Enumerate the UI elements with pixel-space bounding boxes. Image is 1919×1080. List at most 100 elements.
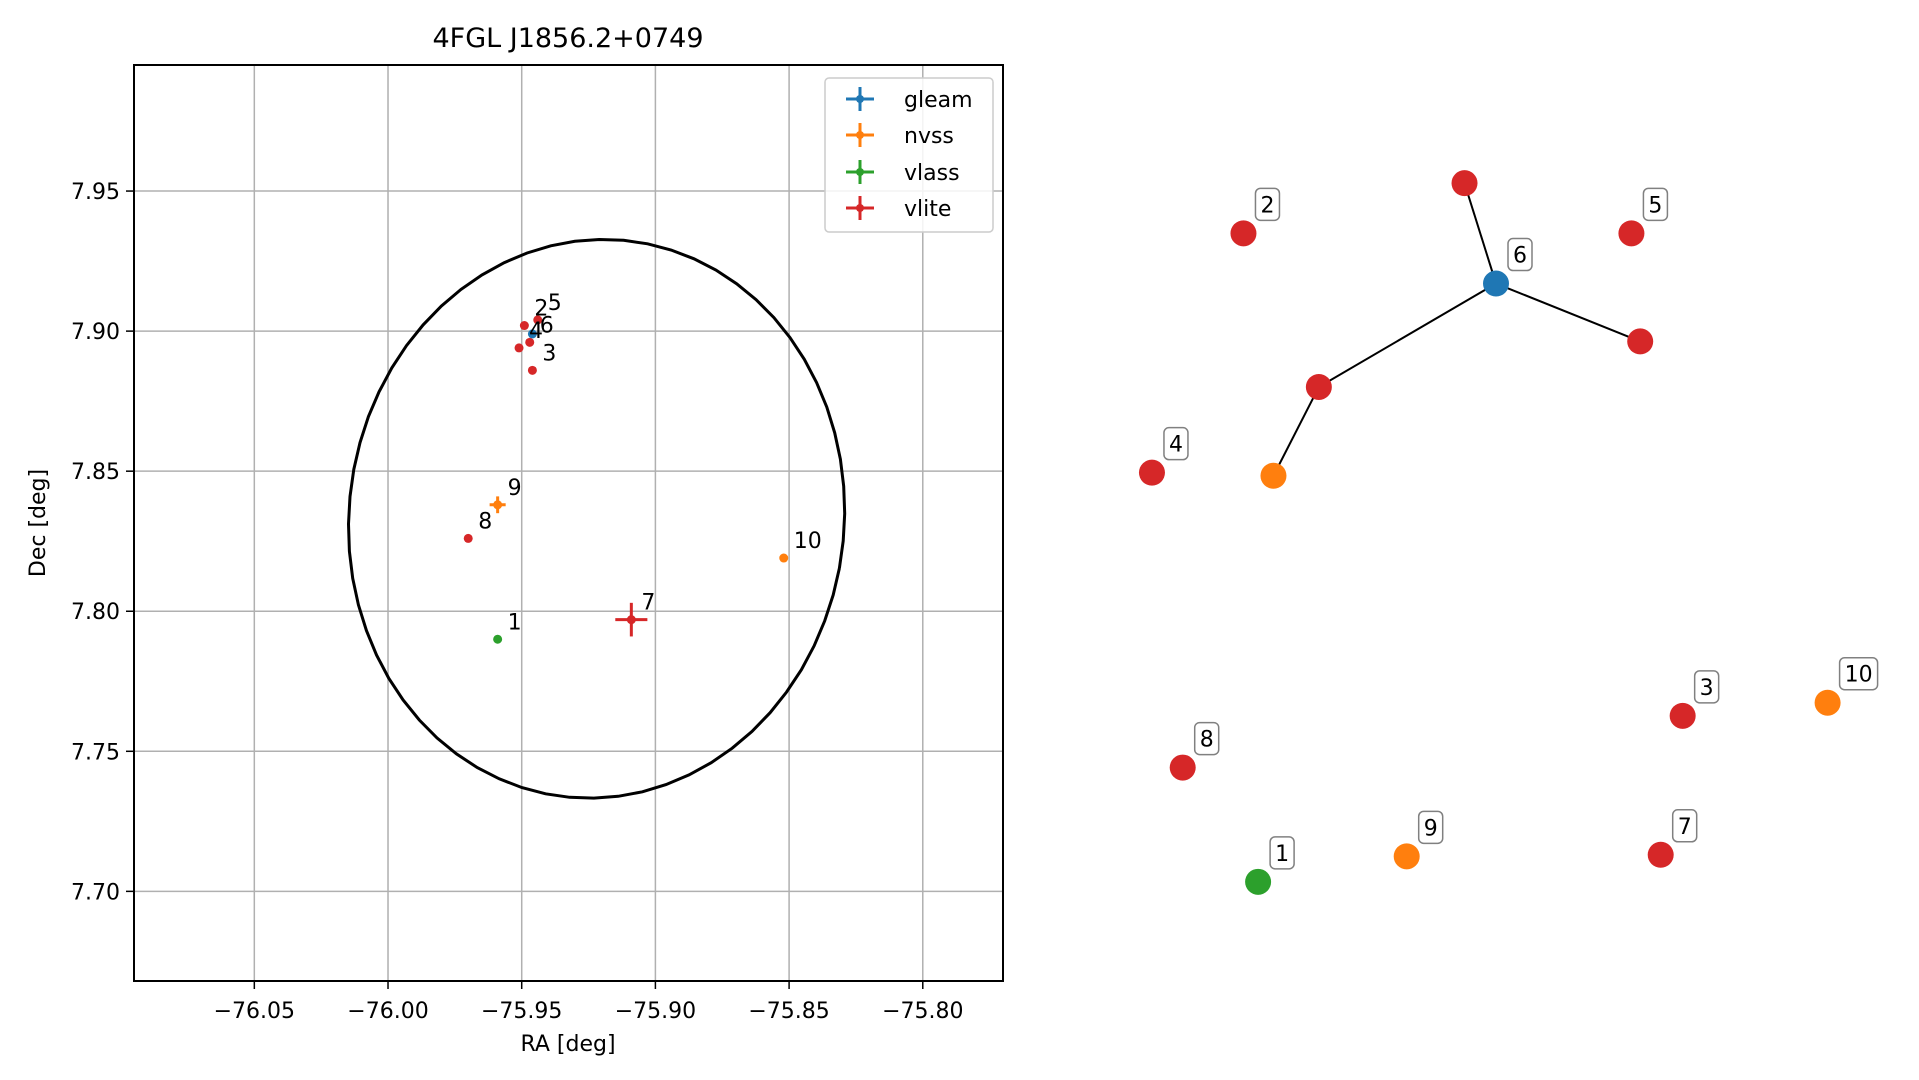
network-node-b <box>1627 328 1654 355</box>
network-edge-6-a <box>1463 182 1497 284</box>
network-label-4: 4 <box>1163 426 1189 461</box>
data-point-vlite <box>615 602 648 637</box>
network-label-6: 6 <box>1507 237 1533 272</box>
y-axis-ticks: 7.70 7.75 7.80 7.85 7.90 7.95 <box>71 180 134 905</box>
data-point-vlass <box>493 634 503 644</box>
data-point-vlite <box>527 365 537 375</box>
svg-text:9: 9 <box>1424 816 1438 841</box>
y-tick-label: 7.90 <box>71 320 120 345</box>
chart-title: 4FGL J1856.2+0749 <box>432 23 703 54</box>
svg-text:10: 10 <box>1845 663 1873 688</box>
x-tick-label: −75.80 <box>882 999 963 1024</box>
x-tick-label: −75.90 <box>615 999 696 1024</box>
y-tick-label: 7.80 <box>71 600 120 625</box>
point-label-7: 7 <box>641 591 655 616</box>
network-edge-6-c <box>1318 282 1497 388</box>
legend: gleam nvss vlass vlite <box>824 77 994 233</box>
point-label-2: 2 <box>534 297 548 322</box>
point-label-4: 4 <box>529 319 543 344</box>
point-labels: 1 2 3 4 5 6 7 8 9 10 <box>478 291 822 635</box>
legend-label-nvss: nvss <box>904 124 954 149</box>
network-label-3: 3 <box>1693 670 1720 704</box>
network-node-7 <box>1647 841 1674 868</box>
network-label-10: 10 <box>1838 656 1879 691</box>
y-axis-label: Dec [deg] <box>26 469 51 577</box>
point-label-9: 9 <box>508 476 522 501</box>
y-tick-label: 7.85 <box>71 460 120 485</box>
legend-label-gleam: gleam <box>904 88 973 113</box>
plot-frame <box>133 64 1004 982</box>
svg-text:2: 2 <box>1260 193 1274 218</box>
x-tick-label: −75.95 <box>481 999 562 1024</box>
scatter-chart: 4FGL J1856.2+0749 1 2 3 4 5 6 7 8 9 10 −… <box>26 23 1004 1057</box>
network-nodes <box>1138 170 1841 895</box>
network-edge-c-d <box>1272 386 1320 477</box>
network-label-9: 9 <box>1417 810 1444 845</box>
network-edges <box>1272 182 1641 477</box>
y-tick-label: 7.95 <box>71 180 120 205</box>
x-tick-label: −75.85 <box>748 999 829 1024</box>
data-point-vlite <box>519 321 529 331</box>
x-tick-label: −76.00 <box>347 999 428 1024</box>
legend-box <box>824 77 994 233</box>
data-markers <box>463 315 789 644</box>
network-node-1 <box>1245 868 1272 895</box>
point-label-10: 10 <box>794 529 822 554</box>
point-label-8: 8 <box>478 509 492 534</box>
x-axis-ticks: −76.05 −76.00 −75.95 −75.90 −75.85 −75.8… <box>214 981 963 1024</box>
data-point-nvss <box>489 496 506 514</box>
network-node-4 <box>1138 459 1165 486</box>
network-node-6 <box>1483 270 1509 297</box>
network-label-5: 5 <box>1642 187 1669 222</box>
legend-entry-gleam: gleam <box>846 87 973 113</box>
network-node-10 <box>1814 689 1841 716</box>
data-point-vlite <box>533 315 543 325</box>
legend-marker-vlite <box>846 196 874 220</box>
network-node-a <box>1451 170 1478 197</box>
network-node-2 <box>1230 220 1257 247</box>
legend-entry-nvss: nvss <box>846 123 954 149</box>
point-label-6: 6 <box>540 313 554 338</box>
svg-text:5: 5 <box>1648 193 1662 218</box>
network-node-d <box>1260 462 1287 489</box>
legend-entry-vlass: vlass <box>846 160 960 186</box>
svg-text:3: 3 <box>1700 676 1714 701</box>
network-node-5 <box>1618 220 1645 247</box>
svg-text:1: 1 <box>1275 842 1289 867</box>
data-point-nvss <box>779 553 789 563</box>
network-graph: 1 2 3 4 5 6 7 8 9 10 <box>1138 170 1879 895</box>
network-label-8: 8 <box>1193 721 1220 756</box>
svg-text:7: 7 <box>1678 815 1692 840</box>
network-edge-6-b <box>1495 282 1641 343</box>
svg-text:8: 8 <box>1200 728 1214 753</box>
legend-entry-vlite: vlite <box>846 196 951 222</box>
network-node-8 <box>1169 754 1196 781</box>
network-node-3 <box>1669 702 1696 729</box>
legend-marker-vlass <box>846 160 874 184</box>
data-point-vlite <box>463 533 473 543</box>
point-label-3: 3 <box>542 341 556 366</box>
y-tick-label: 7.70 <box>71 880 120 905</box>
legend-marker-nvss <box>846 123 874 147</box>
legend-label-vlass: vlass <box>904 161 960 186</box>
network-node-9 <box>1393 843 1420 870</box>
x-tick-label: −76.05 <box>214 999 295 1024</box>
point-label-1: 1 <box>508 610 522 635</box>
data-point-gleam <box>527 329 537 339</box>
y-tick-label: 7.75 <box>71 740 120 765</box>
network-label-7: 7 <box>1671 809 1698 843</box>
network-node-c <box>1305 373 1332 400</box>
legend-label-vlite: vlite <box>904 197 951 222</box>
data-point-vlite <box>514 343 524 353</box>
legend-marker-gleam <box>846 87 874 111</box>
localization-ellipse <box>346 237 847 800</box>
svg-text:4: 4 <box>1169 433 1183 458</box>
x-axis-label: RA [deg] <box>520 1032 615 1057</box>
data-point-vlite <box>525 337 535 347</box>
network-label-1: 1 <box>1269 836 1295 870</box>
network-label-2: 2 <box>1254 187 1281 222</box>
network-labels: 1 2 3 4 5 6 7 8 9 10 <box>1163 187 1879 870</box>
svg-text:6: 6 <box>1513 244 1527 269</box>
point-label-5: 5 <box>548 291 562 316</box>
